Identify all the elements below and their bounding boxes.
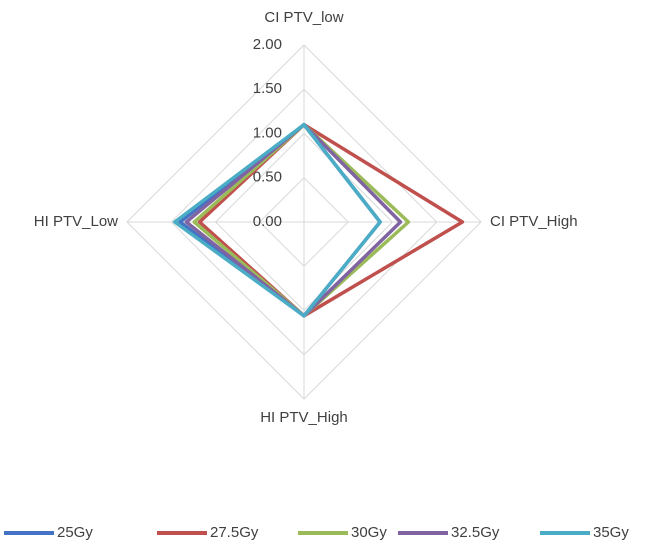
tick-label: 0.50 [253, 169, 282, 186]
tick-label: 0.00 [253, 213, 282, 230]
legend-label: 27.5Gy [210, 524, 259, 541]
axis-label: CI PTV_low [264, 9, 343, 26]
series-line [173, 122, 382, 318]
series-line [192, 122, 411, 318]
legend-label: 25Gy [57, 524, 93, 541]
legend-label: 35Gy [593, 524, 629, 541]
tick-label: 2.00 [253, 36, 282, 53]
tick-label: 1.50 [253, 80, 282, 97]
legend-label: 30Gy [351, 524, 387, 541]
axis-label: HI PTV_High [260, 409, 348, 426]
axis-label: HI PTV_Low [34, 213, 118, 230]
axis-label: CI PTV_High [490, 213, 578, 230]
tick-label: 1.00 [253, 124, 282, 141]
legend-label: 32.5Gy [451, 524, 500, 541]
